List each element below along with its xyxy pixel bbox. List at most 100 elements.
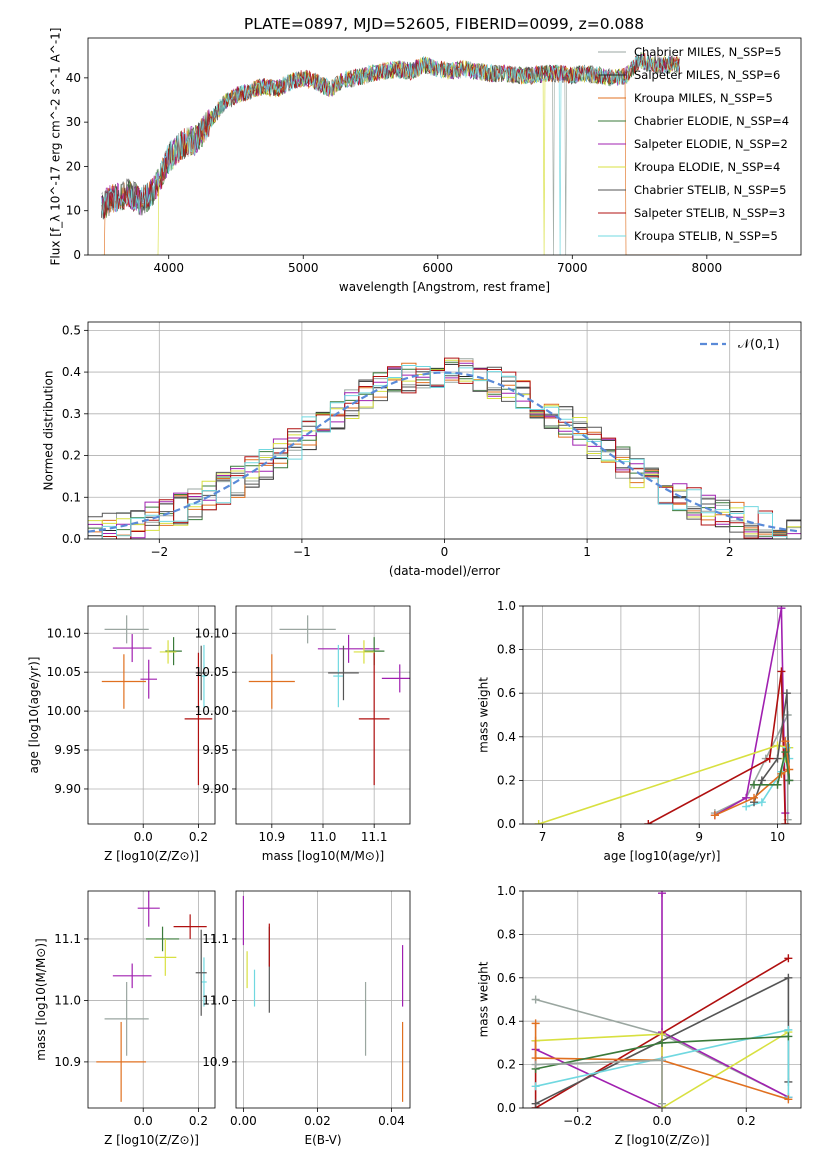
- axes-spectrum: 4000 5000 6000 7000 8000 0 10 20 30 40 wavelength …: [49, 28, 802, 294]
- x-tick-label: 7000: [557, 261, 588, 275]
- x-tick-label: 0.2: [189, 830, 208, 844]
- legend-entry: 𝒩(0,1): [738, 336, 780, 351]
- weight-point-marker: [784, 1032, 793, 1041]
- legend: 𝒩(0,1): [700, 336, 780, 351]
- weight-point-marker: [658, 1099, 666, 1108]
- x-tick-label: 0.00: [230, 1114, 257, 1128]
- legend-entry: Salpeter MILES, N_SSP=6: [634, 68, 780, 82]
- x-tick-label: 0.2: [737, 1114, 756, 1128]
- y-tick-label: 0.1: [62, 490, 81, 504]
- weight-point-marker: [785, 776, 794, 785]
- y-tick-label: 10.00: [195, 704, 229, 718]
- y-tick-label: 20: [66, 159, 81, 173]
- axes-mass_vs_EBV: 0.00 0.02 0.04 10.9 11.0 11.1 E(B-V): [202, 890, 411, 1147]
- y-axis-label: Flux [f_λ 10^-17 erg cm^-2 s^-1 A^-1]: [49, 28, 63, 266]
- legend-entry: Kroupa MILES, N_SSP=5: [634, 91, 773, 105]
- y-tick-label: 9.90: [54, 782, 81, 796]
- x-tick-label: 10: [770, 830, 785, 844]
- x-tick-label: −2: [150, 545, 168, 559]
- plot-frame: [87, 605, 216, 825]
- y-tick-label: 0.3: [62, 407, 81, 421]
- x-tick-label: 5000: [288, 261, 319, 275]
- axes-age_vs_Z: 0.0 0.2 9.90 9.95 10.00 10.05 10.10 Z [log10(Z/…: [27, 605, 216, 863]
- weight-point-marker: [750, 780, 759, 789]
- x-tick-label: 0.0: [652, 1114, 671, 1128]
- y-axis-label: mass [log10(M/M⊙)]: [34, 938, 48, 1060]
- y-tick-label: 11.0: [202, 993, 229, 1007]
- y-tick-label: 11.0: [54, 993, 81, 1007]
- y-tick-label: 9.90: [202, 782, 229, 796]
- y-tick-label: 10.10: [195, 626, 229, 640]
- weight-point-marker: [710, 811, 719, 820]
- y-tick-label: 0.5: [62, 323, 81, 337]
- legend-entry: Kroupa STELIB, N_SSP=5: [634, 229, 778, 243]
- weight-point-marker: [781, 737, 790, 746]
- legend-entry: Chabrier MILES, N_SSP=5: [634, 45, 781, 59]
- histogram-series: [88, 357, 801, 539]
- marks-weight_vs_Z: [531, 891, 793, 1108]
- legend-entry: Salpeter ELODIE, N_SSP=2: [634, 137, 788, 151]
- axes-weight_vs_age: 7 8 9 10 0.0 0.2 0.4 0.6 0.8 1.0 age [log10(age/yr…: [476, 599, 802, 863]
- y-axis-label: Normed distribution: [41, 371, 55, 491]
- x-tick-label: 11.1: [361, 830, 388, 844]
- y-tick-label: 0.0: [497, 817, 516, 831]
- y-tick-label: 0.4: [497, 1014, 516, 1028]
- marks-weight_vs_age: [534, 606, 794, 824]
- x-axis-label: wavelength [Angstrom, rest frame]: [339, 280, 550, 294]
- x-tick-label: 8000: [692, 261, 723, 275]
- x-axis-label: E(B-V): [304, 1133, 341, 1147]
- weight-point-marker: [784, 954, 793, 963]
- y-tick-label: 30: [66, 115, 81, 129]
- plot-frame: [87, 321, 802, 540]
- y-tick-label: 9.95: [54, 743, 81, 757]
- weight-series-line: [534, 1023, 789, 1101]
- x-axis-label: Z [log10(Z/Z⊙)]: [615, 1133, 710, 1147]
- weight-point-marker: [658, 1056, 666, 1065]
- weight-point-marker: [531, 1019, 540, 1028]
- axes-residuals: −2 −1 0 1 2 0.0 0.1 0.2 0.3 0.4 0.5 (data-model)/er…: [41, 321, 802, 578]
- weight-point-marker: [765, 754, 774, 763]
- weight-point-marker: [781, 748, 790, 757]
- legend-entry: Salpeter STELIB, N_SSP=3: [634, 206, 785, 220]
- weight-point-marker: [757, 776, 766, 785]
- weight-point-marker: [785, 765, 794, 774]
- x-tick-label: 7: [539, 830, 547, 844]
- weight-point-marker: [658, 1038, 666, 1047]
- y-axis-label: mass weight: [476, 961, 490, 1037]
- weight-point-marker: [531, 1060, 540, 1069]
- y-tick-label: 0.8: [497, 927, 516, 941]
- x-tick-label: 9: [695, 830, 703, 844]
- y-tick-label: 0.0: [62, 532, 81, 546]
- y-tick-label: 0.4: [497, 730, 516, 744]
- marks-residuals: [88, 357, 801, 539]
- weight-point-marker: [750, 793, 759, 802]
- y-tick-label: 11.1: [54, 932, 81, 946]
- y-tick-label: 10.00: [47, 704, 81, 718]
- marks-mass_vs_EBV: [242, 895, 404, 1102]
- marks-spectrum: [101, 52, 681, 255]
- plot-frame: [522, 890, 802, 1109]
- x-tick-label: 11.0: [310, 830, 337, 844]
- plot-frame: [87, 890, 216, 1109]
- weight-point-marker: [534, 820, 543, 824]
- spectrum-series-line: [101, 53, 681, 255]
- x-tick-label: 1: [583, 545, 591, 559]
- weight-series-line: [714, 608, 787, 816]
- weight-point-marker: [742, 802, 751, 811]
- plots: 4000 5000 6000 7000 8000010203040wavelength …: [27, 28, 802, 1147]
- weight-point-marker: [777, 667, 786, 676]
- legend-entry: Kroupa ELODIE, N_SSP=4: [634, 160, 780, 174]
- weight-point-marker: [773, 780, 782, 789]
- weight-point-marker: [777, 606, 786, 613]
- weight-point-marker: [658, 1030, 666, 1039]
- weight-point-marker: [784, 1095, 793, 1104]
- plot-frame: [235, 890, 411, 1109]
- weight-point-marker: [757, 798, 766, 807]
- x-tick-label: 10.9: [258, 830, 285, 844]
- y-tick-label: 9.95: [202, 743, 229, 757]
- y-tick-label: 0.0: [497, 1101, 516, 1115]
- y-tick-label: 0.2: [62, 449, 81, 463]
- plot-frame: [522, 605, 802, 825]
- x-tick-label: 0.2: [189, 1114, 208, 1128]
- y-tick-label: 10: [66, 204, 81, 218]
